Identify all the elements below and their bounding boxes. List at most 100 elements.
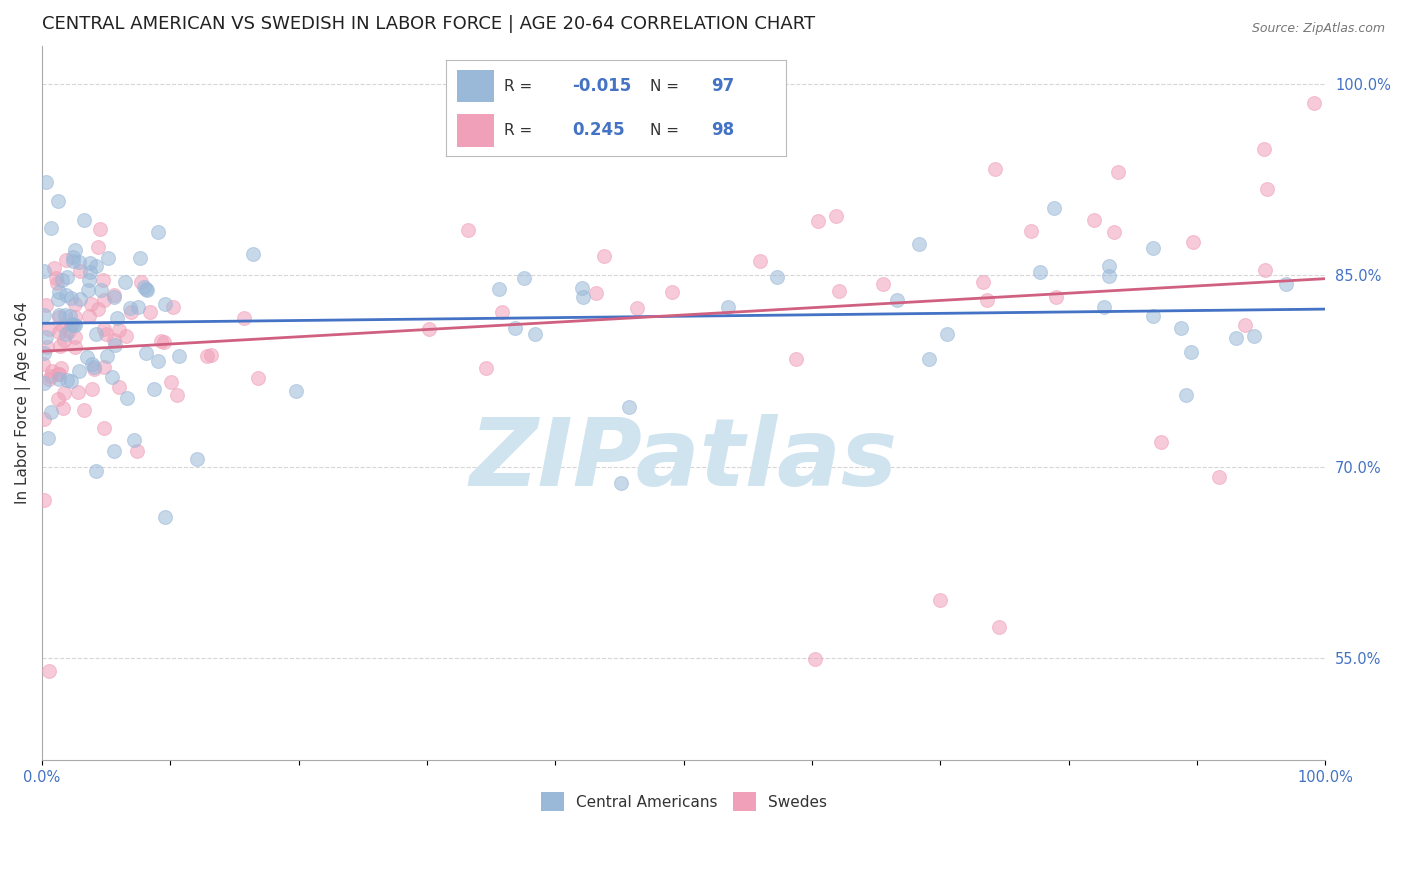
Point — [135, 282, 157, 296]
Point — [626, 301, 648, 316]
Point — [1150, 435, 1173, 450]
Point — [93, 322, 115, 336]
Point — [49, 361, 72, 376]
Point — [785, 351, 807, 366]
Point — [62, 254, 84, 268]
Point — [1045, 290, 1067, 304]
Point — [46, 392, 69, 406]
Point — [93, 293, 115, 307]
Point — [124, 433, 146, 447]
Point — [32, 412, 55, 426]
Point — [76, 283, 98, 297]
Point — [976, 293, 998, 307]
Point — [38, 322, 60, 336]
Point — [67, 385, 90, 400]
Point — [34, 175, 56, 189]
Point — [108, 323, 131, 337]
Point — [132, 280, 155, 294]
Point — [45, 276, 67, 290]
Point — [127, 300, 149, 314]
Point — [52, 401, 75, 416]
Point — [1303, 96, 1326, 111]
Point — [32, 357, 55, 371]
Point — [114, 275, 136, 289]
Point — [593, 249, 616, 263]
Point — [1098, 269, 1121, 284]
Point — [32, 308, 55, 322]
Point — [418, 322, 440, 336]
Point — [65, 330, 87, 344]
Point — [103, 443, 125, 458]
Point — [804, 652, 827, 666]
Point — [35, 330, 58, 344]
Point — [886, 293, 908, 307]
Point — [1170, 321, 1192, 335]
Point — [929, 592, 952, 607]
Point — [77, 309, 100, 323]
Text: CENTRAL AMERICAN VS SWEDISH IN LABOR FORCE | AGE 20-64 CORRELATION CHART: CENTRAL AMERICAN VS SWEDISH IN LABOR FOR… — [42, 15, 815, 33]
Point — [1098, 259, 1121, 273]
Point — [48, 372, 70, 386]
Point — [63, 243, 86, 257]
Point — [103, 289, 125, 303]
Point — [101, 370, 124, 384]
Point — [69, 264, 91, 278]
Point — [917, 352, 939, 367]
Point — [73, 402, 96, 417]
Point — [55, 308, 77, 322]
Point — [572, 290, 595, 304]
Point — [120, 304, 142, 318]
Point — [35, 340, 58, 354]
Point — [907, 237, 929, 252]
Point — [114, 328, 136, 343]
Point — [48, 325, 70, 339]
Point — [129, 251, 152, 265]
Point — [610, 475, 633, 490]
Point — [90, 284, 112, 298]
Point — [76, 350, 98, 364]
Point — [107, 380, 129, 394]
Point — [87, 240, 110, 254]
Point — [42, 261, 65, 276]
Point — [46, 367, 69, 381]
Point — [56, 373, 79, 387]
Point — [80, 382, 103, 396]
Point — [35, 298, 58, 312]
Point — [1182, 235, 1205, 250]
Point — [1234, 318, 1257, 333]
Point — [1092, 300, 1115, 314]
Point — [104, 338, 127, 352]
Point — [55, 269, 77, 284]
Point — [67, 364, 90, 378]
Point — [80, 297, 103, 311]
Point — [571, 281, 593, 295]
Point — [246, 371, 269, 385]
Point — [159, 375, 181, 389]
Point — [135, 345, 157, 359]
Point — [523, 327, 546, 342]
Point — [55, 288, 77, 302]
Point — [94, 327, 117, 342]
Point — [59, 291, 82, 305]
Point — [1142, 309, 1164, 323]
Point — [131, 276, 153, 290]
Point — [661, 285, 683, 299]
Point — [51, 273, 73, 287]
Point — [825, 210, 848, 224]
Point — [37, 431, 59, 445]
Point — [63, 297, 86, 311]
Point — [52, 333, 75, 347]
Point — [619, 400, 641, 414]
Point — [1175, 387, 1198, 401]
Point — [987, 620, 1010, 634]
Point — [1225, 331, 1247, 345]
Point — [828, 284, 851, 298]
Point — [48, 367, 70, 381]
Point — [41, 221, 63, 235]
Point — [766, 270, 789, 285]
Point — [89, 222, 111, 236]
Point — [103, 287, 125, 301]
Point — [49, 338, 72, 352]
Point — [935, 326, 957, 341]
Point — [65, 318, 87, 332]
